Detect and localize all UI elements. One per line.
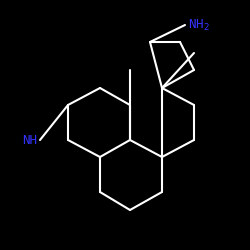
Text: NH$_2$: NH$_2$	[188, 18, 210, 32]
Text: NH: NH	[22, 134, 37, 146]
